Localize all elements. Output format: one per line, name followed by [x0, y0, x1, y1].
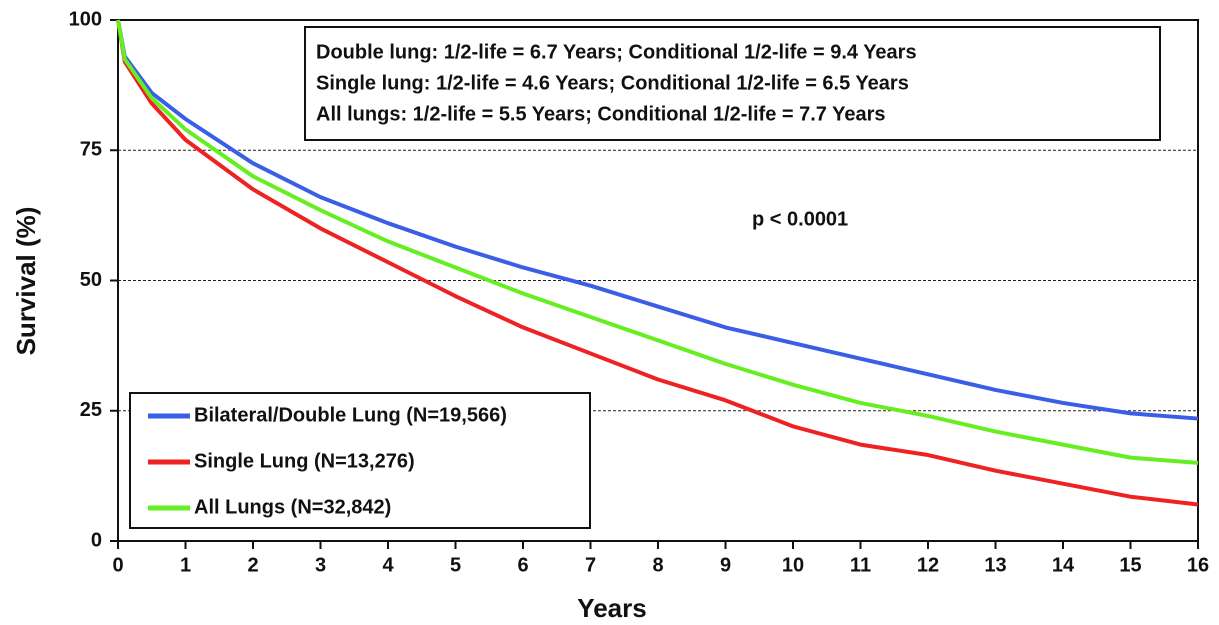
x-tick-label: 12	[917, 554, 939, 576]
y-tick-label: 50	[80, 269, 102, 291]
legend-label: Single Lung (N=13,276)	[194, 450, 415, 472]
x-tick-label: 4	[382, 554, 394, 576]
x-tick-label: 13	[984, 554, 1006, 576]
x-tick-label: 11	[850, 554, 871, 576]
series-line	[116, 19, 1199, 507]
annotation: p < 0.0001	[752, 208, 848, 230]
x-tick-label: 2	[247, 554, 258, 576]
y-axis-label: Survival (%)	[11, 207, 41, 356]
series-line	[116, 19, 1199, 421]
x-tick-label: 5	[450, 554, 461, 576]
legend-label: All Lungs (N=32,842)	[194, 496, 391, 518]
legend-label: Bilateral/Double Lung (N=19,566)	[194, 404, 507, 426]
x-tick-label: 10	[782, 554, 804, 576]
x-tick-label: 15	[1119, 554, 1141, 576]
x-tick-label: 1	[180, 554, 191, 576]
x-tick-label: 7	[585, 554, 596, 576]
x-tick-label: 3	[315, 554, 326, 576]
x-tick-label: 16	[1187, 554, 1209, 576]
y-tick-label: 25	[80, 399, 102, 421]
annotation: Single lung: 1/2-life = 4.6 Years; Condi…	[316, 72, 909, 94]
x-tick-label: 8	[652, 554, 663, 576]
x-tick-label: 9	[720, 554, 731, 576]
x-tick-label: 6	[517, 554, 528, 576]
annotation-box	[304, 26, 1161, 141]
annotation: Double lung: 1/2-life = 6.7 Years; Condi…	[316, 41, 917, 63]
series-line	[116, 19, 1199, 465]
x-tick-label: 14	[1052, 554, 1075, 576]
y-tick-label: 0	[91, 529, 102, 551]
y-tick-label: 100	[69, 8, 102, 30]
y-tick-label: 75	[80, 139, 102, 161]
plot-frame	[117, 19, 1199, 542]
x-tick-label: 0	[112, 554, 123, 576]
x-axis-label: Years	[577, 593, 646, 623]
legend-box	[129, 392, 591, 529]
annotation: All lungs: 1/2-life = 5.5 Years; Conditi…	[316, 103, 886, 125]
